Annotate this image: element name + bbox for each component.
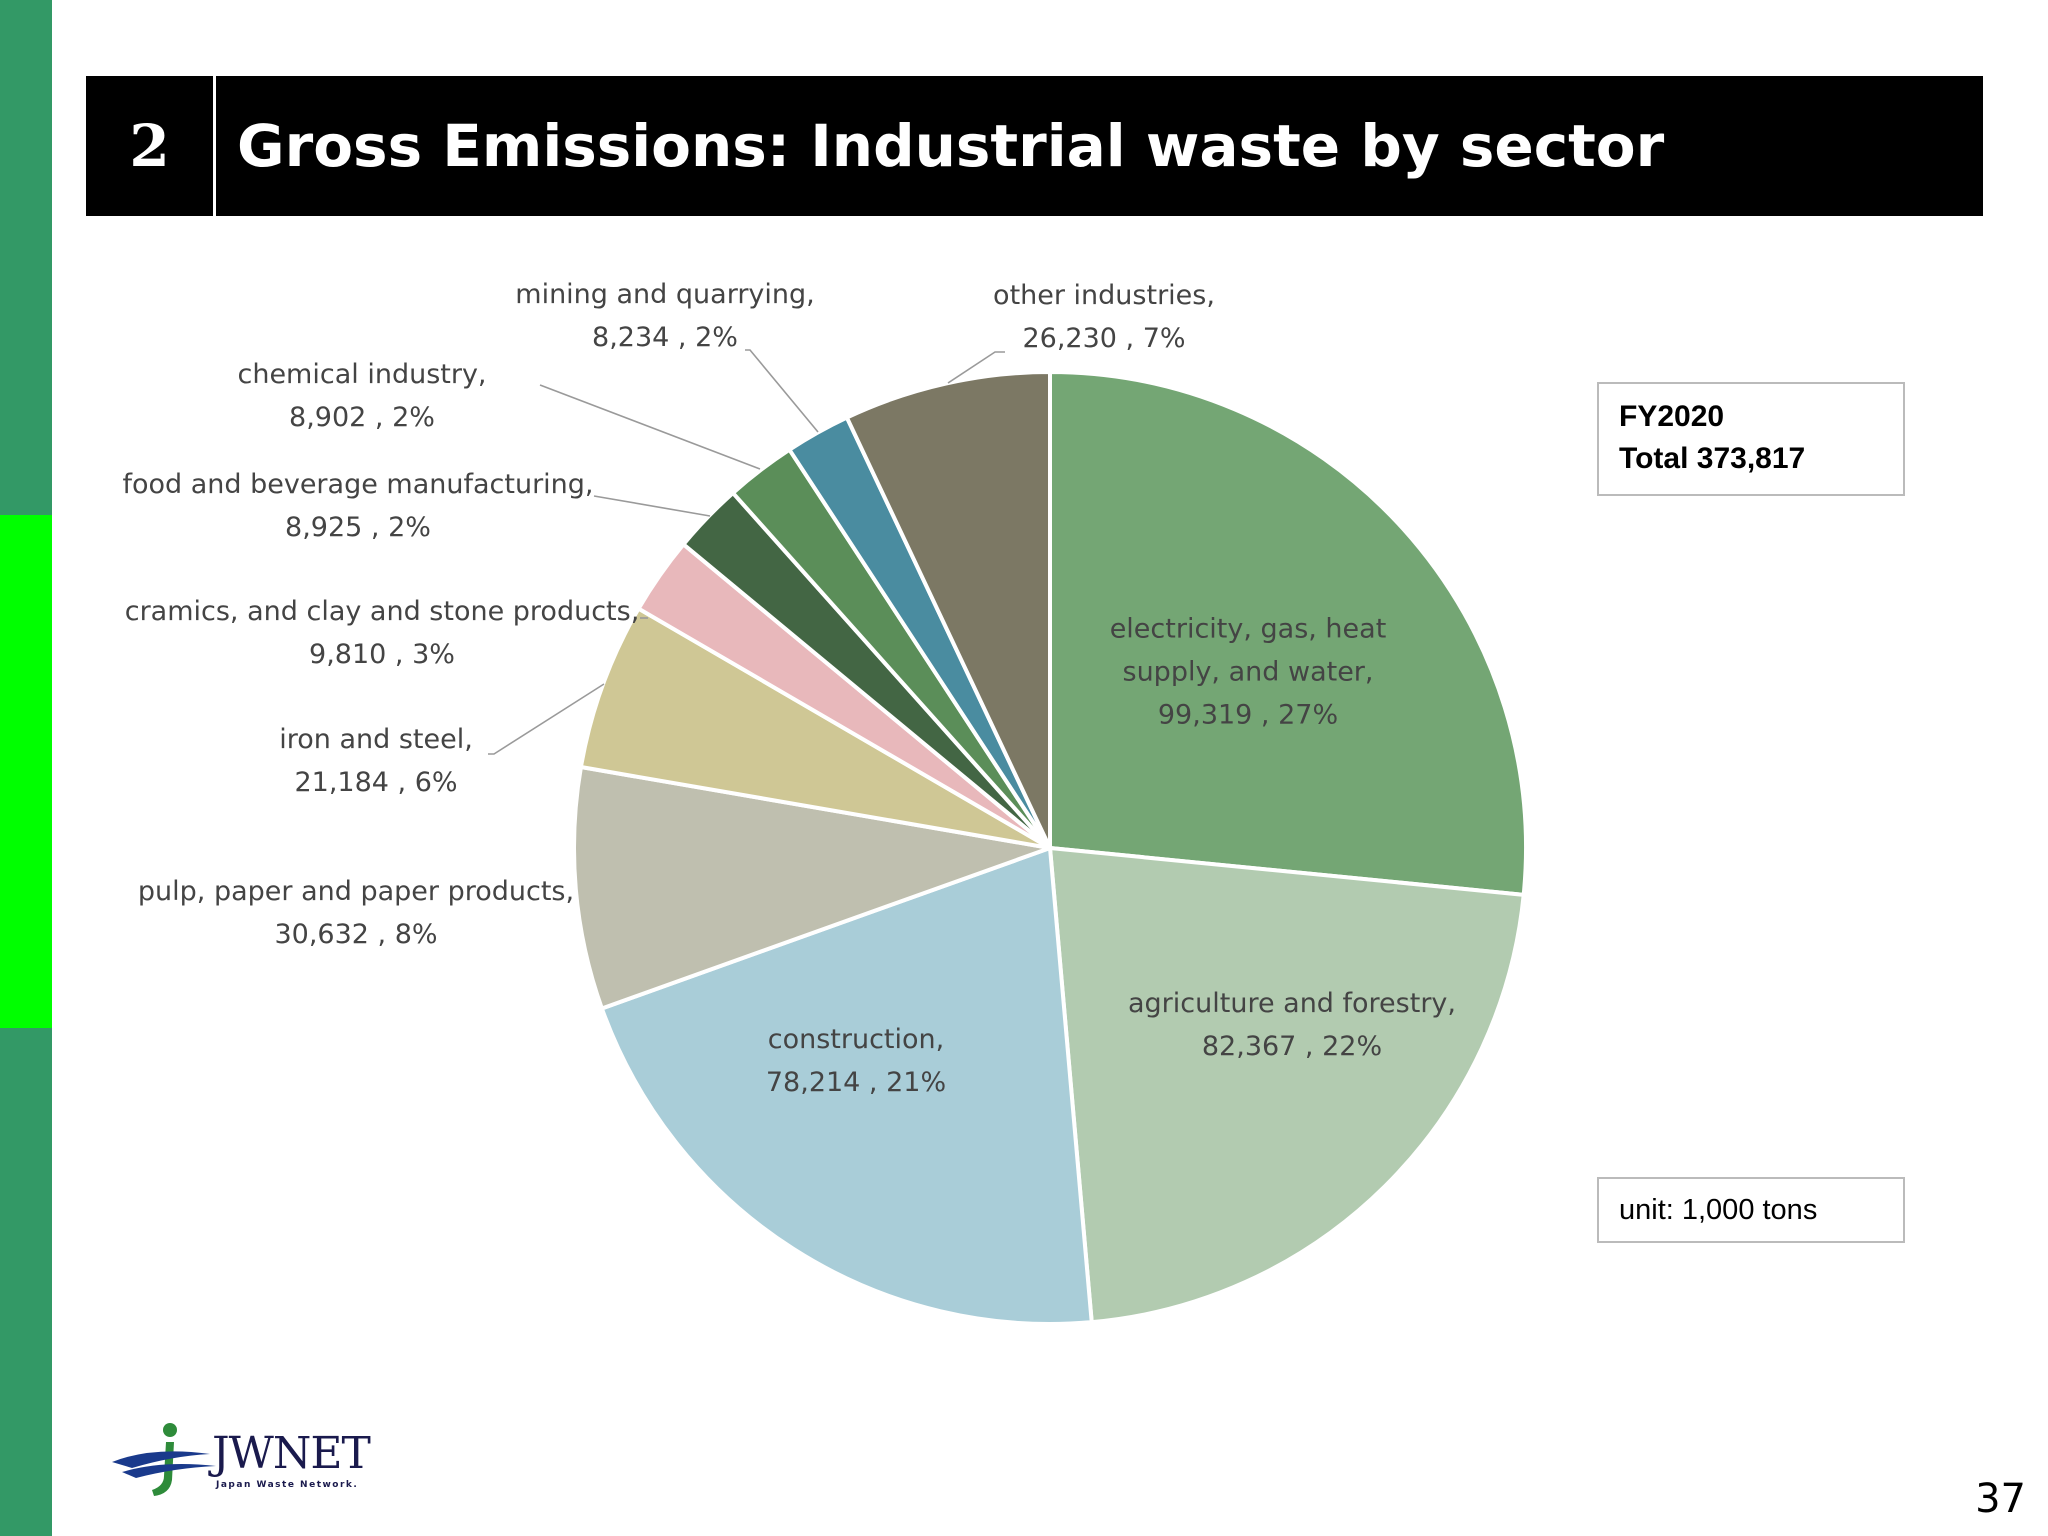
slice-label: 8,925 , 2% (285, 512, 431, 543)
slice-label: construction, (768, 1024, 945, 1055)
slice-label: 8,902 , 2% (289, 402, 435, 433)
slice-label: 8,234 , 2% (592, 322, 738, 353)
slice-label: 26,230 , 7% (1022, 323, 1185, 354)
total-info-box: FY2020 Total 373,817 (1597, 382, 1905, 496)
jwnet-logo-mark-icon (112, 1423, 216, 1496)
total-value-label: Total 373,817 (1619, 442, 1806, 475)
slide-header: 2 Gross Emissions: Industrial waste by s… (86, 76, 1983, 216)
slice-label: supply, and water, (1123, 657, 1374, 688)
slice-label: pulp, paper and paper products, (138, 876, 574, 907)
slice-label: other industries, (993, 280, 1215, 311)
page-number: 37 (1975, 1476, 2026, 1522)
slice-label: 82,367 , 22% (1202, 1031, 1382, 1062)
slice-label: 21,184 , 6% (294, 767, 457, 798)
logo-text: JWNET (212, 1428, 371, 1479)
pie-slice (599, 846, 1094, 1326)
slide-title: Gross Emissions: Industrial waste by sec… (237, 112, 1665, 180)
slice-label: cramics, and clay and stone products, (125, 596, 640, 627)
logo-subtitle: Japan Waste Network. (216, 1480, 359, 1490)
label-leader-line (539, 384, 761, 470)
unit-label: unit: 1,000 tons (1619, 1193, 1818, 1226)
pie-slice (1048, 846, 1526, 1325)
fiscal-year-label: FY2020 (1619, 400, 1725, 433)
label-leader-line (745, 349, 819, 433)
pie-slice (844, 370, 1052, 850)
slice-label: food and beverage manufacturing, (122, 469, 593, 500)
slice-label: 9,810 , 3% (309, 639, 455, 670)
slice-label: electricity, gas, heat (1110, 614, 1387, 645)
slice-label: iron and steel, (279, 724, 473, 755)
slice-label: mining and quarrying, (515, 279, 814, 310)
label-leader-line (593, 495, 711, 517)
slice-label: 99,319 , 27% (1158, 700, 1338, 731)
label-leader-line (488, 683, 605, 755)
pie-slice (572, 765, 1052, 1011)
pie-slice (1048, 370, 1528, 897)
slice-label: chemical industry, (237, 359, 486, 390)
section-number: 2 (86, 76, 216, 216)
unit-box: unit: 1,000 tons (1597, 1177, 1905, 1243)
jwnet-logo: JWNET Japan Waste Network. (112, 1420, 372, 1500)
slice-label: 78,214 , 21% (766, 1067, 946, 1098)
slice-label: 30,632 , 8% (274, 919, 437, 950)
side-accent-highlight (0, 515, 52, 1028)
label-leader-line (947, 351, 1005, 384)
slice-label: agriculture and forestry, (1128, 988, 1456, 1019)
